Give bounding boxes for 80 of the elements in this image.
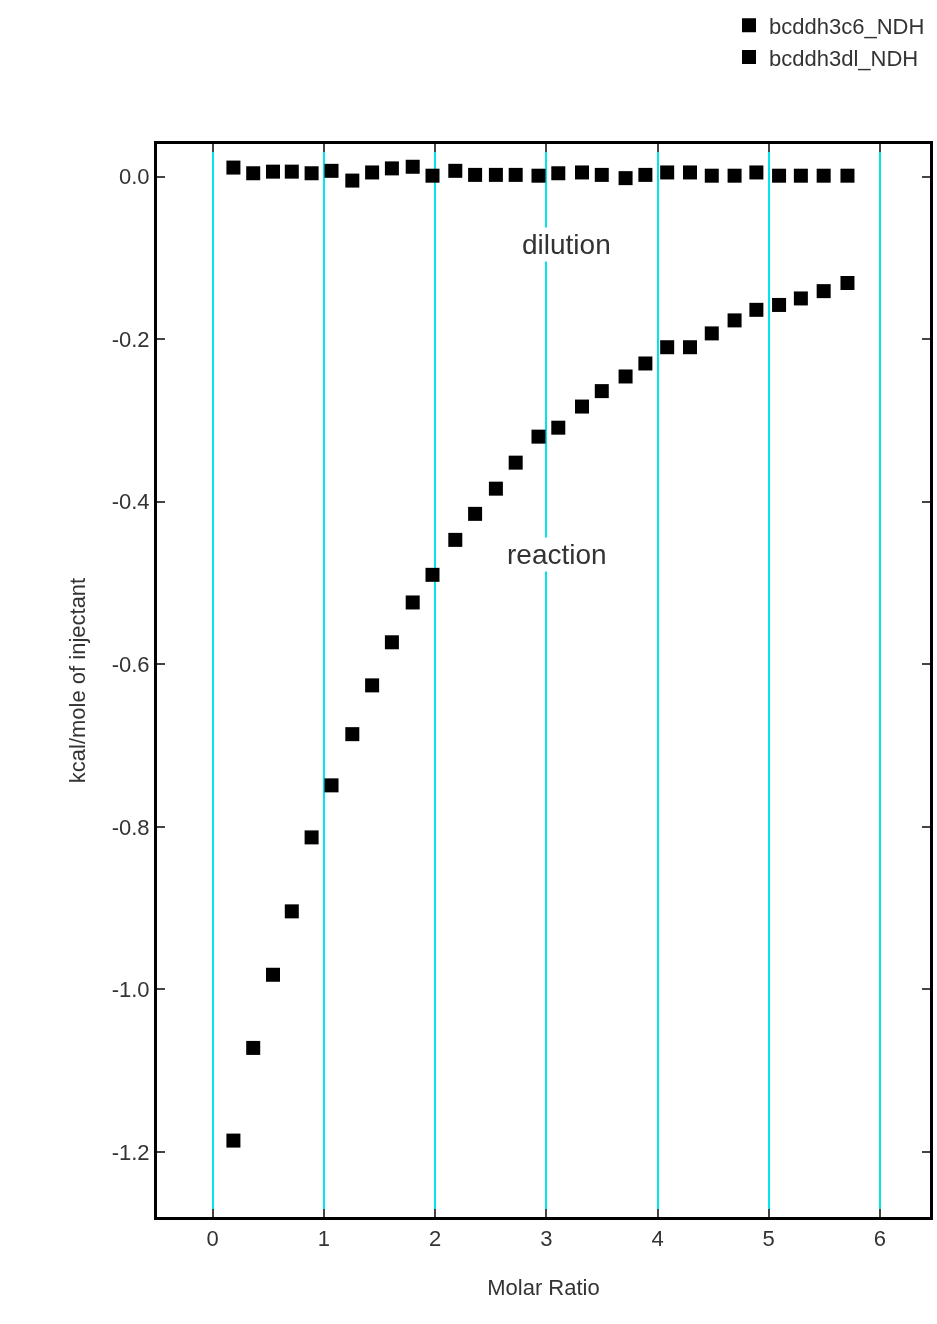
point [365,678,380,693]
annotation: reaction [507,539,607,570]
point [574,399,589,414]
x-tick-label: 6 [873,1226,887,1252]
point [324,163,339,178]
point [468,506,483,521]
point [448,532,463,547]
point [488,481,503,496]
x-tick-label: 4 [651,1226,664,1252]
point [304,166,319,181]
point [772,297,787,312]
point [638,356,653,371]
point [704,168,719,183]
y-tick-label: 0.0 [119,164,150,190]
point [749,302,764,317]
legend-label: bcddh3dl_NDH [769,45,919,71]
x-tick-label: 2 [428,1226,442,1252]
point [618,171,633,186]
point [793,291,808,306]
point [727,168,742,183]
y-tick-label: -0.4 [111,489,150,515]
point [551,420,566,435]
point [660,165,675,180]
point [531,168,546,183]
legend-label: bcddh3c6_NDH [769,13,925,39]
point [508,455,523,470]
point [594,384,609,399]
point [266,967,281,982]
point [574,165,589,180]
point [246,1040,261,1055]
point [772,168,787,183]
point [682,165,697,180]
y-tick-label: -0.2 [111,326,150,352]
point [365,165,380,180]
annotation: dilution [522,229,611,260]
point [266,164,281,179]
y-axis-title: kcal/mole of injectant [65,577,91,784]
point [727,313,742,328]
point [384,635,399,650]
point [660,340,675,355]
point [749,165,764,180]
point [448,163,463,178]
point [816,168,831,183]
point [793,168,808,183]
x-tick-label: 5 [762,1226,775,1252]
point [384,161,399,176]
y-tick-label: -1.2 [111,1139,150,1165]
point [304,830,319,845]
x-tick-label: 1 [317,1226,330,1252]
point [324,778,339,793]
point [226,160,241,175]
point [425,567,440,582]
x-axis-title: Molar Ratio [487,1275,600,1301]
x-tick-label: 0 [206,1226,219,1252]
point [488,167,503,182]
point [345,173,360,188]
point [682,340,697,355]
point [638,167,653,182]
point [246,166,261,181]
point [226,1133,241,1148]
point [531,429,546,444]
point [284,904,299,919]
point [840,276,855,290]
point [594,167,609,182]
y-tick-label: -0.6 [111,651,150,677]
point [425,168,440,183]
point [840,168,855,183]
point [405,595,420,610]
point [618,369,633,384]
point [345,727,360,742]
point [284,164,299,179]
y-tick-label: -0.8 [111,814,150,840]
y-tick-label: -1.0 [111,977,150,1003]
point [551,166,566,181]
point [816,284,831,299]
point [405,159,420,174]
point [508,167,523,182]
point [468,167,483,182]
point [704,326,719,341]
x-tick-label: 3 [540,1226,553,1252]
